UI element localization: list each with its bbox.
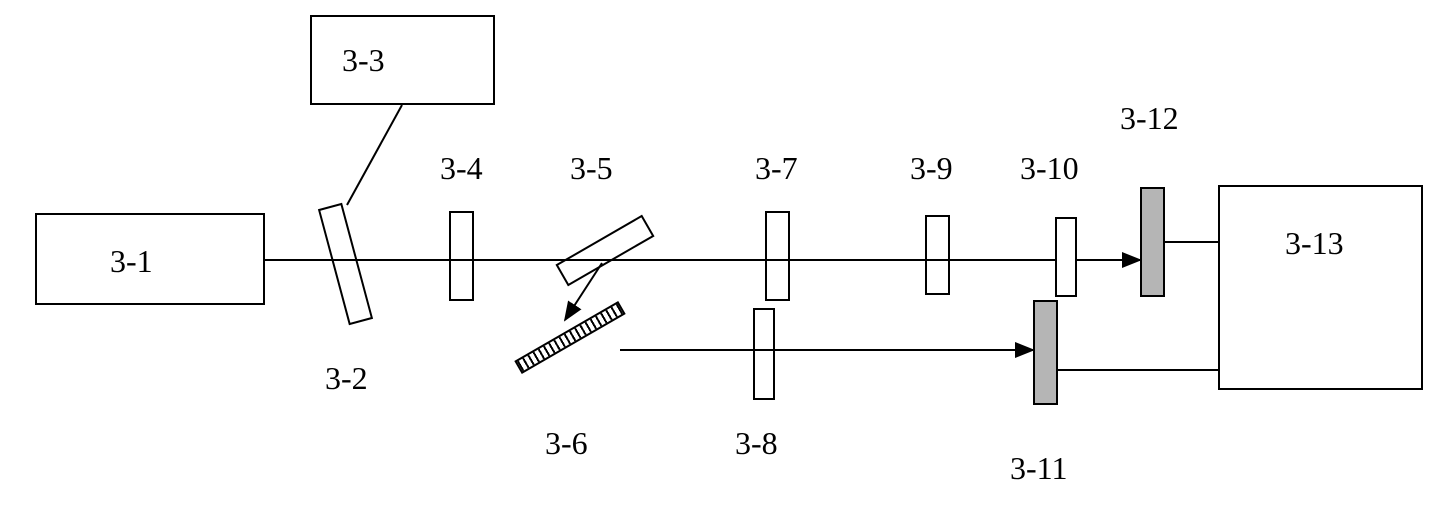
label-3-2: 3-2 (325, 360, 368, 397)
box-3-5 (555, 215, 654, 287)
label-3-10: 3-10 (1020, 150, 1079, 187)
label-3-13: 3-13 (1285, 225, 1344, 262)
label-3-9: 3-9 (910, 150, 953, 187)
label-3-8: 3-8 (735, 425, 778, 462)
box-3-10 (1055, 217, 1077, 297)
box-3-8 (753, 308, 775, 400)
label-3-11: 3-11 (1010, 450, 1067, 487)
box-3-6 (514, 301, 625, 374)
label-3-3: 3-3 (342, 42, 385, 79)
label-3-6: 3-6 (545, 425, 588, 462)
label-3-1: 3-1 (110, 243, 153, 280)
box-3-7 (765, 211, 790, 301)
box-3-3 (310, 15, 495, 105)
label-3-12: 3-12 (1120, 100, 1179, 137)
label-3-7: 3-7 (755, 150, 798, 187)
box-3-13 (1218, 185, 1423, 390)
label-3-5: 3-5 (570, 150, 613, 187)
label-3-4: 3-4 (440, 150, 483, 187)
box-3-4 (449, 211, 474, 301)
box-3-11 (1033, 300, 1058, 405)
box-3-12 (1140, 187, 1165, 297)
box-3-2 (318, 203, 373, 325)
box-3-9 (925, 215, 950, 295)
